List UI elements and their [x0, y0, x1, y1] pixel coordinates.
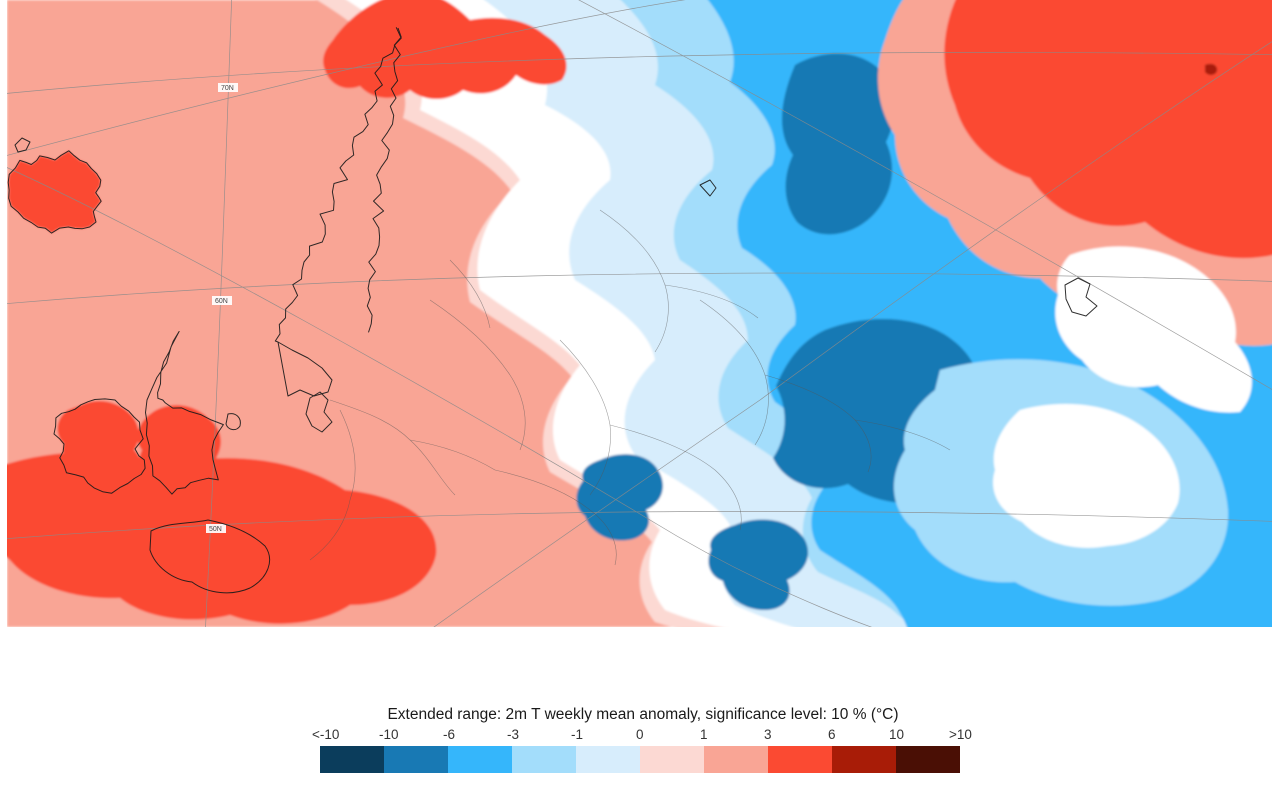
svg-text:3: 3: [764, 727, 772, 742]
svg-text:6: 6: [828, 727, 836, 742]
svg-text:70N: 70N: [221, 85, 234, 92]
svg-text:50N: 50N: [209, 526, 222, 533]
svg-text:10: 10: [889, 727, 904, 742]
svg-text:-3: -3: [507, 727, 519, 742]
svg-text:Extended range: 2m T weekly me: Extended range: 2m T weekly mean anomaly…: [387, 706, 898, 723]
svg-text:<-10: <-10: [312, 727, 339, 742]
svg-text:-10: -10: [379, 727, 399, 742]
svg-text:60N: 60N: [215, 298, 228, 305]
svg-text:>10: >10: [949, 727, 972, 742]
svg-text:1: 1: [700, 727, 708, 742]
svg-text:-1: -1: [571, 727, 583, 742]
svg-text:-6: -6: [443, 727, 455, 742]
svg-text:0: 0: [636, 727, 644, 742]
